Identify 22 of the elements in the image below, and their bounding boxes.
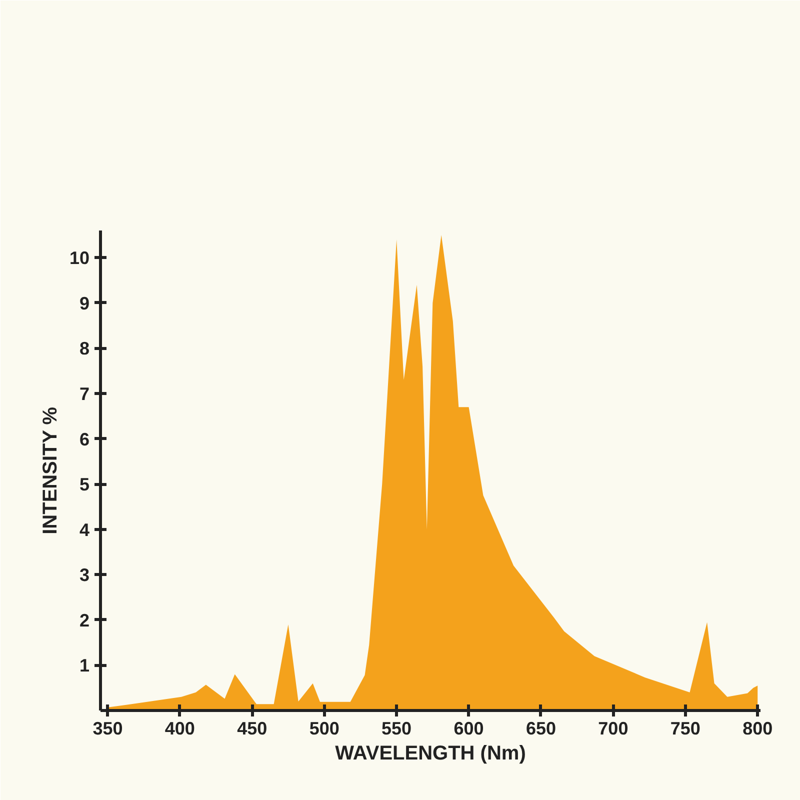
y-tick-label: 5 (79, 474, 90, 495)
x-tick-label: 600 (454, 718, 484, 738)
y-tick-label: 10 (69, 248, 90, 268)
x-tick-label: 500 (309, 718, 340, 738)
y-tick-label: 2 (79, 610, 90, 630)
x-axis-title: WAVELENGTH (Nm) (335, 742, 526, 764)
x-tick-label: 700 (598, 718, 628, 738)
y-tick-label: 6 (79, 429, 90, 450)
y-tick-label: 8 (79, 338, 90, 359)
x-tick-label: 650 (526, 718, 556, 738)
x-tick-label: 750 (670, 718, 700, 738)
y-tick-label: 4 (79, 520, 90, 540)
x-tick-label: 400 (164, 718, 195, 738)
y-tick-label: 9 (79, 293, 90, 314)
y-tick-label: 3 (79, 565, 90, 586)
y-tick-label: 7 (79, 384, 90, 404)
x-tick-label: 450 (237, 718, 268, 738)
y-tick-label: 1 (79, 656, 90, 676)
x-tick-label: 550 (382, 718, 412, 738)
x-tick-label: 350 (92, 718, 123, 738)
x-tick-label: 800 (742, 718, 773, 738)
y-axis-title: INTENSITY % (39, 406, 62, 534)
